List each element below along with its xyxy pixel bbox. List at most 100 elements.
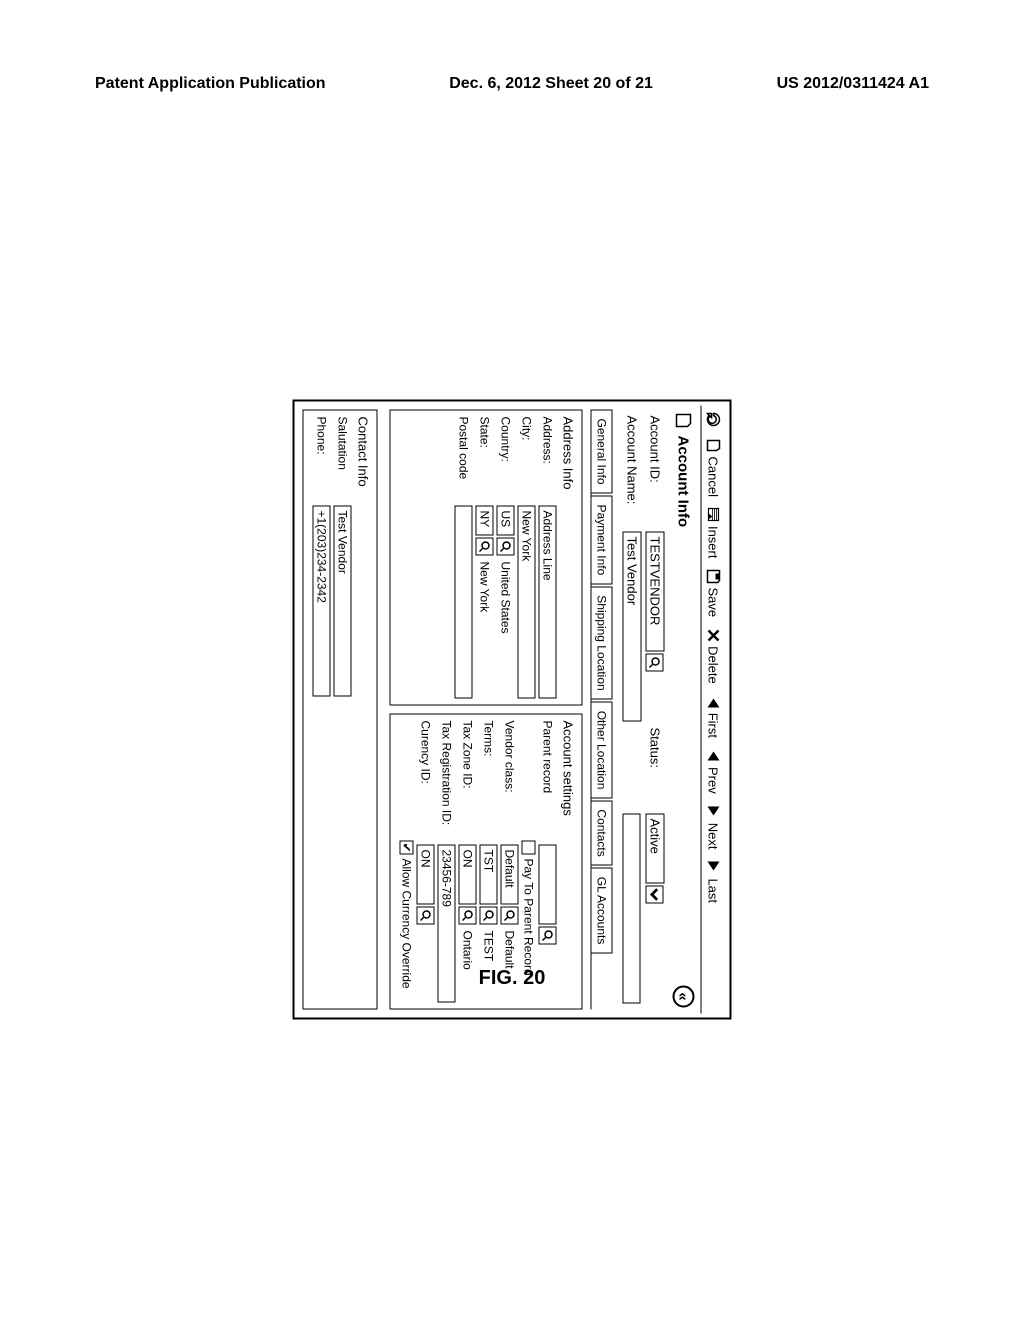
salutation-field[interactable]: Test Vendor <box>334 506 352 697</box>
terms-field[interactable]: TST <box>480 845 498 905</box>
taxzone-lookup[interactable] <box>459 907 477 925</box>
save-button[interactable]: Save <box>706 568 722 617</box>
postal-field[interactable] <box>455 506 473 699</box>
status-field[interactable]: Active <box>646 814 665 884</box>
delete-button[interactable]: Delete <box>706 627 722 684</box>
contact-panel-title: Contact Info <box>356 417 371 1003</box>
vendor-class-lookup[interactable] <box>501 907 519 925</box>
extra-field[interactable] <box>623 814 641 1004</box>
status-label: Status: <box>648 728 663 808</box>
section-title: Account Info <box>675 436 692 528</box>
account-id-field[interactable]: TESTVENDOR <box>646 532 665 652</box>
search-icon <box>542 930 554 942</box>
search-icon <box>462 910 474 922</box>
search-icon <box>483 910 495 922</box>
cancel-label: Cancel <box>706 457 721 497</box>
contact-panel: Contact Info Salutation Test Vendor Phon… <box>303 410 378 1010</box>
search-icon <box>500 541 512 553</box>
cancel-icon <box>706 438 722 454</box>
currency-lookup[interactable] <box>417 907 435 925</box>
save-label: Save <box>706 587 721 617</box>
insert-button[interactable]: Insert <box>706 507 722 559</box>
vendor-class-field[interactable]: Default <box>501 845 519 905</box>
prev-button[interactable]: Prev <box>706 748 722 794</box>
state-label: State: <box>478 417 492 502</box>
account-id-label: Account ID: <box>648 416 663 526</box>
postal-label: Postal code <box>457 417 471 502</box>
address-field[interactable]: Address Line <box>539 506 557 699</box>
check-icon: ✔ <box>400 842 414 852</box>
page-header: Patent Application Publication Dec. 6, 2… <box>95 75 929 93</box>
country-lookup[interactable] <box>497 538 515 556</box>
prev-label: Prev <box>706 767 721 794</box>
cancel-button[interactable]: Cancel <box>706 438 722 497</box>
settings-panel-title: Account settings <box>561 721 576 1003</box>
delete-icon <box>706 627 722 643</box>
address-panel: Address Info Address: Address Line City:… <box>390 410 583 706</box>
search-icon <box>649 657 661 669</box>
payto-label: Pay To Parent Record <box>522 859 536 976</box>
currency-field[interactable]: ON <box>417 845 435 905</box>
insert-icon <box>706 507 722 523</box>
chevron-down-icon <box>647 887 663 903</box>
collapse-button[interactable]: « <box>673 986 695 1008</box>
refresh-button[interactable] <box>706 412 722 428</box>
terms-lookup[interactable] <box>480 907 498 925</box>
vendor-class-name: Default <box>503 931 517 969</box>
currency-label: Curency ID: <box>419 721 433 841</box>
refresh-icon <box>706 412 722 428</box>
country-name: United States <box>499 562 513 634</box>
header-left: Patent Application Publication <box>95 75 326 93</box>
tab-general-info[interactable]: General Info <box>592 410 613 494</box>
save-icon <box>706 568 722 584</box>
phone-field[interactable]: +1(203)234-2342 <box>313 506 331 697</box>
terms-label: Terms: <box>482 721 496 841</box>
city-field[interactable]: New York <box>518 506 536 699</box>
first-label: First <box>706 713 721 738</box>
parent-field[interactable] <box>539 845 557 925</box>
header-center: Dec. 6, 2012 Sheet 20 of 21 <box>449 75 653 93</box>
status-dropdown[interactable] <box>646 886 664 904</box>
account-name-row: Account Name: Test Vendor <box>621 406 644 1014</box>
address-panel-title: Address Info <box>561 417 576 699</box>
tabs: General Info Payment Info Shipping Locat… <box>591 410 613 1010</box>
first-button[interactable]: First <box>706 694 722 738</box>
toolbar: Cancel Insert Save Delete First Prev <box>701 406 726 1014</box>
next-button[interactable]: Next <box>706 804 722 850</box>
payto-checkbox[interactable] <box>522 841 536 855</box>
first-icon <box>706 694 722 710</box>
taxzone-label: Tax Zone ID: <box>461 721 475 841</box>
prev-icon <box>706 748 722 764</box>
override-label: Allow Currency Override <box>400 859 414 989</box>
address-label: Address: <box>541 417 555 502</box>
tab-other-location[interactable]: Other Location <box>592 702 613 799</box>
figure-caption: FIG. 20 <box>479 967 546 990</box>
taxreg-field[interactable]: 23456-789 <box>438 845 456 1003</box>
country-code-field[interactable]: US <box>497 506 515 536</box>
header-right: US 2012/0311424 A1 <box>777 75 929 93</box>
section-title-row: Account Info « <box>667 406 701 1014</box>
settings-panel: Account settings Parent record Pay To Pa… <box>390 714 583 1010</box>
vendor-class-label: Vendor class: <box>503 721 517 841</box>
tab-payment-info[interactable]: Payment Info <box>592 496 613 585</box>
account-id-lookup[interactable] <box>646 654 664 672</box>
taxzone-field[interactable]: ON <box>459 845 477 905</box>
state-lookup[interactable] <box>476 538 494 556</box>
tab-gl-accounts[interactable]: GL Accounts <box>592 868 613 954</box>
account-name-field[interactable]: Test Vendor <box>623 532 642 722</box>
tab-shipping-location[interactable]: Shipping Location <box>592 586 613 699</box>
state-code-field[interactable]: NY <box>476 506 494 536</box>
state-name: New York <box>478 562 492 613</box>
last-icon <box>706 859 722 875</box>
last-button[interactable]: Last <box>706 859 722 903</box>
account-name-label: Account Name: <box>625 416 640 526</box>
override-checkbox[interactable]: ✔ <box>400 841 414 855</box>
city-label: City: <box>520 417 534 502</box>
parent-lookup[interactable] <box>539 927 557 945</box>
tab-contacts[interactable]: Contacts <box>592 800 613 865</box>
salutation-label: Salutation <box>336 417 350 502</box>
chevron-left-icon: « <box>675 992 692 1000</box>
app-frame: Cancel Insert Save Delete First Prev <box>293 400 732 1020</box>
search-icon <box>504 910 516 922</box>
search-icon <box>420 910 432 922</box>
